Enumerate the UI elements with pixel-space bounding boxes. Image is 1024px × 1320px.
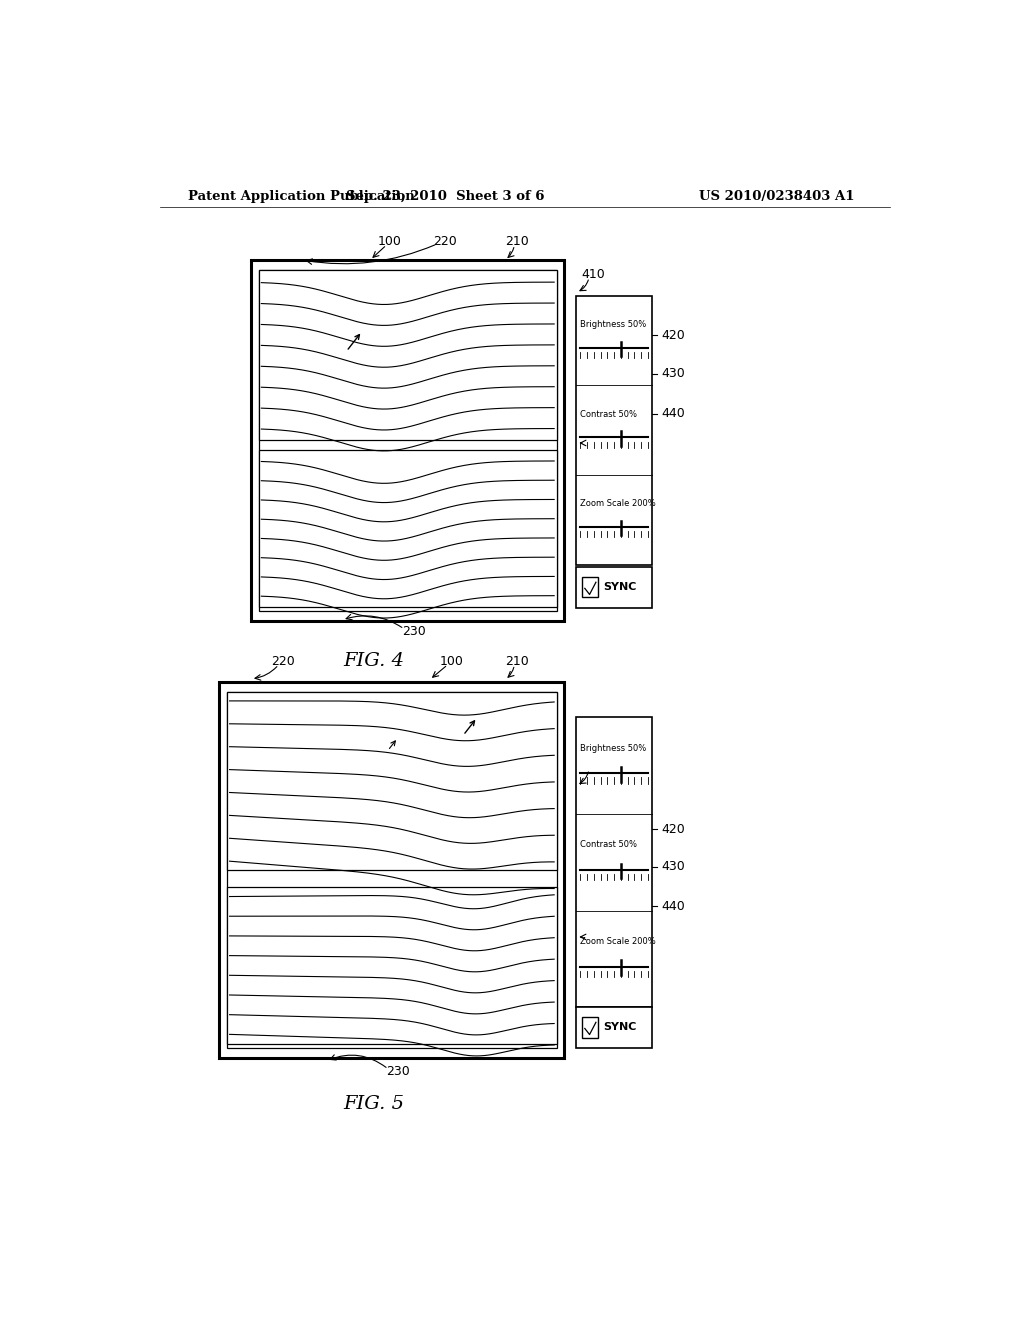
Text: 420: 420 [662,822,685,836]
Text: 100: 100 [440,655,464,668]
Text: 210: 210 [505,655,528,668]
Bar [259,450,557,607]
Text: 230: 230 [386,1065,410,1077]
Bar [227,692,557,1048]
Bar [577,1007,651,1048]
Text: Brightness 50%: Brightness 50% [581,319,646,329]
Bar [219,682,564,1057]
Text: 430: 430 [662,861,685,874]
Bar [227,887,557,1044]
Text: 510: 510 [581,931,605,944]
Text: Zoom Scale 200%: Zoom Scale 200% [581,937,656,946]
Text: 410: 410 [582,760,605,772]
Text: 420: 420 [662,329,685,342]
Text: 220: 220 [433,235,458,248]
Text: Contrast 50%: Contrast 50% [581,841,637,849]
Bar [583,577,598,598]
Bar [577,568,651,607]
Text: US 2010/0238403 A1: US 2010/0238403 A1 [699,190,855,202]
Bar [251,260,564,620]
Bar [577,718,651,1007]
Bar [227,692,557,870]
Text: 440: 440 [662,900,685,913]
Text: 410: 410 [582,268,605,281]
Text: SYNC: SYNC [603,582,636,593]
Text: Zoom Scale 200%: Zoom Scale 200% [581,499,656,508]
Text: SYNC: SYNC [603,1023,636,1032]
Text: 440: 440 [662,407,685,420]
Text: Patent Application Publication: Patent Application Publication [187,190,415,202]
Bar [259,271,557,441]
Text: FIG. 4: FIG. 4 [343,652,404,669]
Text: 210: 210 [505,235,528,248]
Text: Brightness 50%: Brightness 50% [581,743,646,752]
Bar [577,296,651,565]
Text: 510: 510 [581,437,605,450]
Text: 100: 100 [378,235,401,248]
Text: 230: 230 [401,624,426,638]
Text: Contrast 50%: Contrast 50% [581,409,637,418]
Bar [583,1018,598,1038]
Bar [259,271,557,611]
Text: 220: 220 [271,655,295,668]
Text: Sep. 23, 2010  Sheet 3 of 6: Sep. 23, 2010 Sheet 3 of 6 [346,190,545,202]
Text: 430: 430 [662,367,685,380]
Text: FIG. 5: FIG. 5 [343,1094,404,1113]
